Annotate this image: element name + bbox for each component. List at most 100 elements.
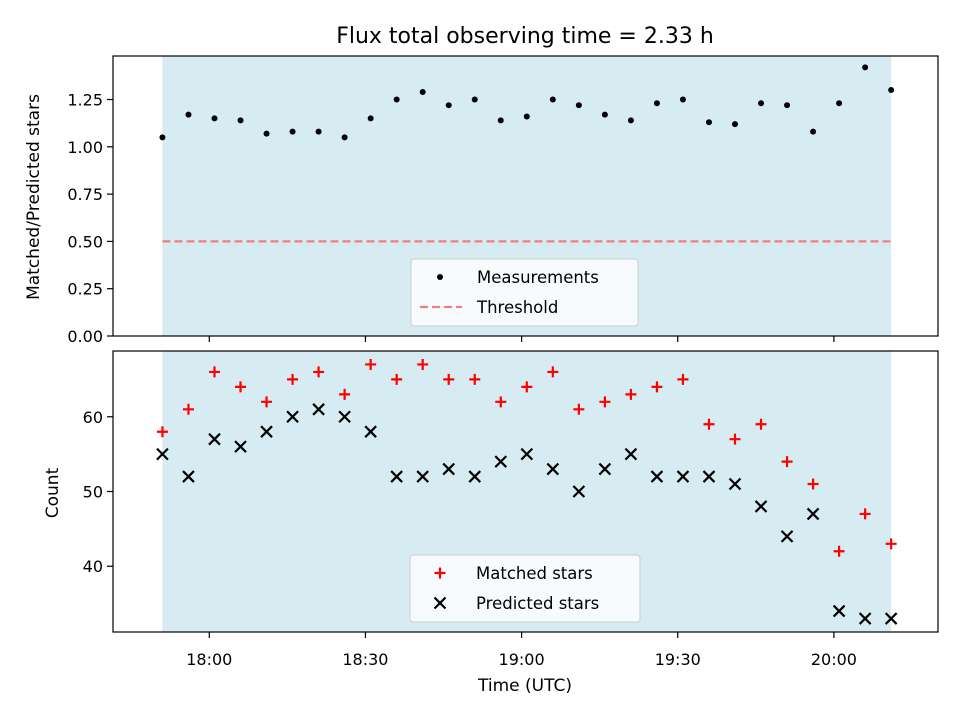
count-plot-frame: [112, 350, 939, 633]
matched-star-point: [339, 388, 351, 400]
predicted-star-point: [858, 612, 872, 625]
ratio-y-tick-label: 0.50: [67, 232, 103, 251]
predicted-star-point: [286, 410, 299, 424]
predicted-star-point: [728, 477, 742, 491]
x-tick-label: 19:00: [499, 650, 545, 669]
measurement-point: [367, 115, 374, 122]
predicted-star-point: [390, 470, 403, 483]
measurement-point: [159, 134, 166, 141]
predicted-star-point: [442, 462, 456, 476]
matched-star-point: [651, 381, 663, 393]
legend-measurement-marker: [437, 274, 443, 280]
ratio-plot-frame: [112, 55, 939, 337]
matched-star-point: [495, 396, 507, 408]
legend-threshold-label: Threshold: [476, 298, 558, 317]
measurement-point: [497, 117, 504, 124]
matched-star-point: [469, 373, 481, 385]
measurement-point: [601, 111, 608, 118]
measurement-point: [471, 96, 478, 103]
matched-star-point: [885, 538, 897, 550]
predicted-star-point: [494, 455, 508, 468]
predicted-star-point: [598, 462, 612, 476]
measurement-point: [185, 111, 192, 118]
measurement-point: [445, 102, 452, 109]
measurement-point: [862, 64, 869, 71]
measurement-point: [758, 100, 765, 107]
measurement-point: [341, 134, 348, 141]
predicted-star-point: [624, 447, 638, 461]
measurement-point: [549, 96, 556, 103]
legend-predicted-label: Predicted stars: [476, 594, 599, 613]
ratio-y-tick-label: 0.75: [67, 185, 103, 204]
matched-star-point: [521, 381, 533, 393]
measurement-point: [627, 117, 634, 124]
matched-star-point: [859, 508, 871, 520]
ratio-y-tick-label: 0.25: [67, 280, 103, 299]
ratio-panel: 0.00 0.25 0.50 0.75 1.00 1.25 Measurements Thre…: [67, 55, 939, 346]
matched-star-point: [599, 396, 611, 408]
count-y-tick-label: 50: [83, 483, 103, 502]
predicted-star-point: [806, 507, 820, 521]
count-y-tick-label: 60: [83, 408, 103, 427]
matched-star-point: [625, 388, 637, 400]
matched-star-point: [573, 403, 585, 415]
predicted-star-point: [884, 612, 898, 625]
predicted-star-point: [676, 470, 690, 483]
count-legend: Matched stars Predicted stars: [409, 554, 641, 623]
matched-star-point: [391, 373, 403, 385]
x-tick-label: 19:30: [655, 650, 701, 669]
x-tick-label: 18:30: [342, 650, 388, 669]
predicted-star-point: [780, 530, 794, 543]
x-axis-label: Time (UTC): [477, 676, 572, 696]
measurement-point: [732, 121, 739, 128]
matched-star-point: [547, 366, 559, 378]
measurement-point: [705, 119, 712, 126]
measurement-point: [575, 102, 582, 109]
chart-title: Flux total observing time = 2.33 h: [336, 24, 714, 49]
predicted-star-point: [702, 470, 716, 483]
matched-star-point: [703, 418, 715, 430]
predicted-star-point: [234, 440, 247, 453]
legend-matched-label: Matched stars: [476, 564, 593, 583]
legend-measurements-label: Measurements: [477, 268, 599, 287]
measurement-point: [393, 96, 400, 103]
matched-star-point: [365, 358, 377, 370]
count-y-axis-label: Count: [43, 467, 63, 518]
measurement-point: [211, 115, 218, 122]
measurement-point: [315, 128, 322, 135]
measurement-point: [237, 117, 244, 124]
matched-star-point: [443, 373, 455, 385]
measurement-point: [523, 113, 530, 120]
matched-star-point: [208, 366, 220, 378]
measurement-point: [263, 130, 270, 137]
matched-star-point: [417, 358, 429, 370]
predicted-star-point: [312, 403, 325, 416]
measurement-point: [419, 88, 426, 95]
ratio-legend-box: [410, 258, 639, 327]
matched-star-point: [677, 373, 689, 385]
predicted-star-point: [182, 470, 195, 483]
predicted-star-point: [156, 447, 169, 461]
predicted-star-point: [260, 425, 273, 438]
matched-star-point: [781, 456, 793, 468]
predicted-star-point: [754, 500, 768, 513]
measurement-point: [653, 100, 660, 107]
count-panel: 40 50 60 18:00 18:30 19:00 19:30 20:00 Matched s…: [83, 350, 939, 669]
predicted-star-point: [416, 470, 429, 483]
matched-star-point: [755, 418, 767, 430]
measurement-point: [888, 87, 895, 94]
matched-star-point: [156, 426, 168, 438]
measurement-point: [679, 96, 686, 103]
measurement-point: [836, 100, 843, 107]
predicted-star-point: [650, 470, 664, 483]
ratio-y-tick-label: 0.00: [67, 327, 103, 346]
matched-star-point: [833, 545, 845, 557]
predicted-star-point: [520, 447, 534, 461]
ratio-y-axis-label: Matched/Predicted stars: [24, 94, 44, 300]
count-y-tick-label: 40: [83, 557, 103, 576]
measurement-point: [810, 128, 817, 135]
matched-star-point: [313, 366, 325, 378]
matched-star-point: [261, 396, 273, 408]
ratio-legend: Measurements Threshold: [410, 258, 639, 327]
